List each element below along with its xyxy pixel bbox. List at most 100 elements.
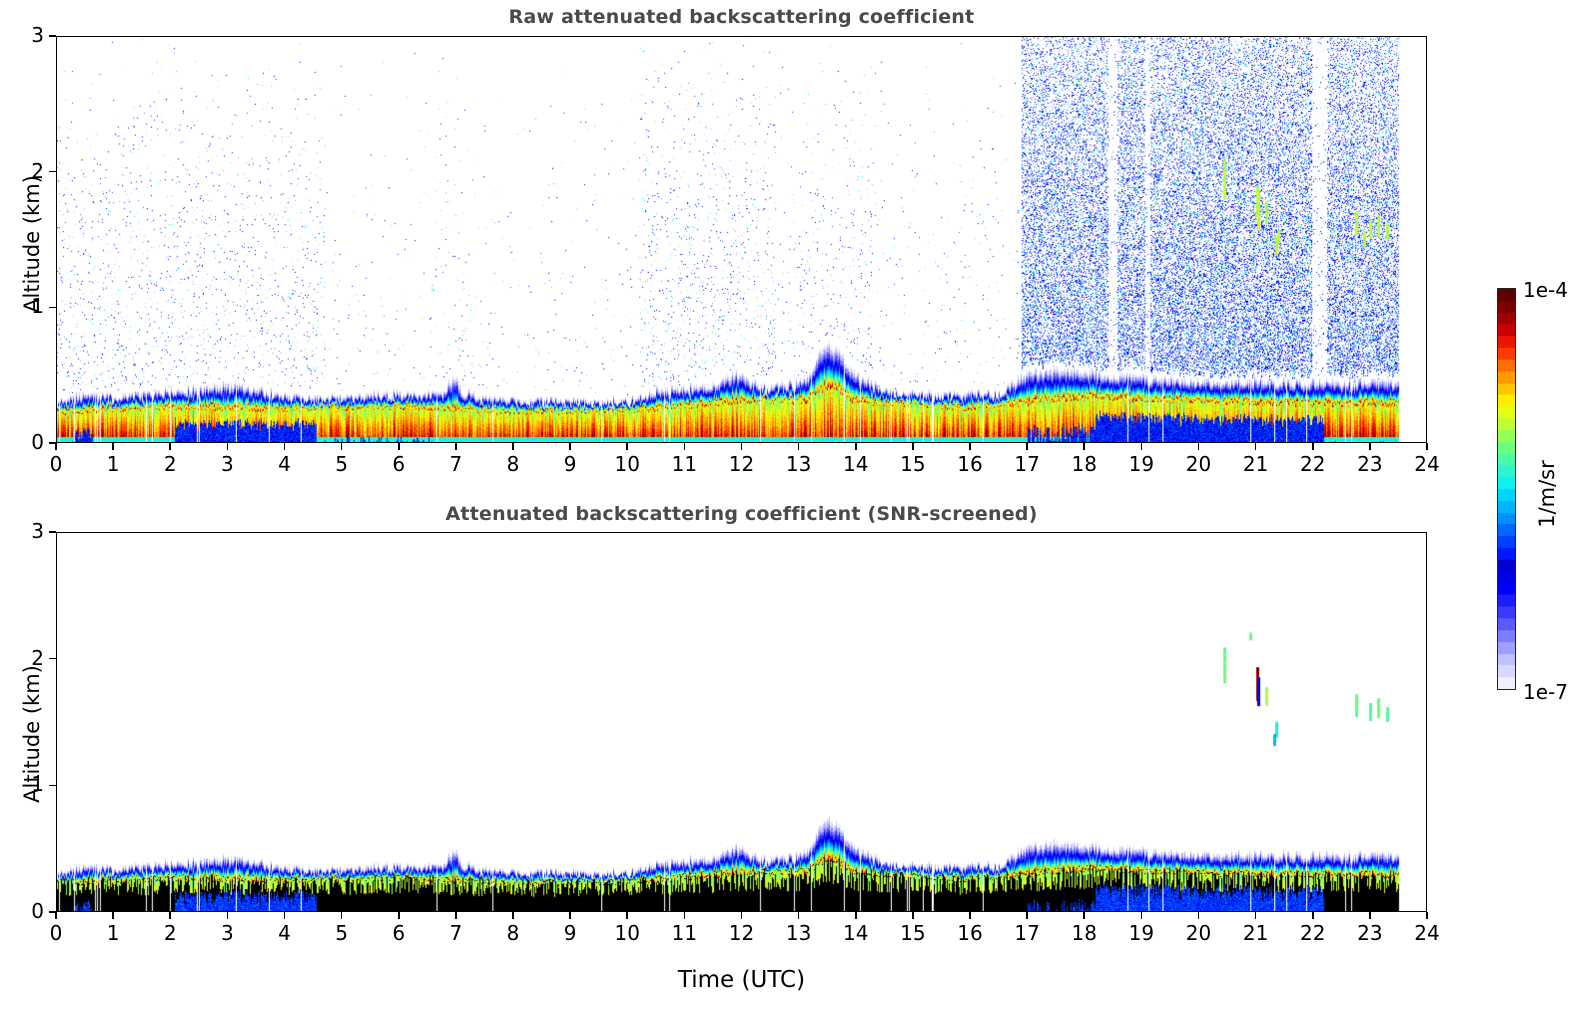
y-tick [49, 784, 56, 787]
x-tick-label: 11 [671, 921, 698, 945]
x-tick [854, 912, 857, 919]
x-tick-label: 9 [563, 452, 577, 476]
x-tick [169, 443, 172, 450]
x-tick [1311, 443, 1314, 450]
x-tick [112, 443, 114, 450]
x-tick [340, 443, 343, 450]
y-tick [49, 306, 56, 309]
y-tick [49, 657, 56, 660]
x-tick-label: 21 [1242, 452, 1269, 476]
x-tick-label: 3 [221, 921, 234, 945]
x-tick-label: 11 [671, 452, 698, 476]
panel-title-raw: Raw attenuated backscattering coefficien… [508, 6, 975, 28]
x-tick-label: 9 [563, 921, 577, 945]
x-tick [1254, 912, 1257, 919]
x-tick-label: 5 [335, 921, 348, 945]
x-tick-label: 14 [843, 921, 869, 945]
x-tick [340, 912, 343, 919]
x-tick-label: 1 [106, 452, 120, 476]
x-tick-label: 10 [614, 452, 640, 476]
x-tick [1083, 443, 1086, 450]
x-tick [797, 443, 800, 450]
x-tick [569, 912, 571, 919]
x-tick [1083, 912, 1086, 919]
x-tick-label: 17 [1014, 452, 1040, 476]
x-tick [1369, 912, 1371, 919]
x-tick-label: 5 [335, 452, 348, 476]
x-tick [969, 443, 971, 450]
x-tick-label: 4 [278, 921, 291, 945]
x-tick [740, 443, 743, 450]
x-tick [1311, 912, 1314, 919]
x-tick [226, 443, 229, 450]
x-tick-label: 10 [614, 921, 640, 945]
x-tick-label: 24 [1414, 452, 1440, 476]
x-tick [169, 912, 172, 919]
x-tick-label: 14 [843, 452, 869, 476]
x-tick-label: 6 [392, 921, 406, 945]
y-tick-label: 1 [31, 294, 44, 319]
x-tick [1140, 912, 1143, 919]
x-tick-label: 16 [957, 452, 983, 476]
x-tick [55, 912, 57, 919]
x-tick-label: 8 [506, 452, 520, 476]
y-tick-label: 2 [31, 645, 44, 670]
x-tick [1369, 443, 1371, 450]
x-tick [626, 443, 629, 450]
x-tick-label: 20 [1185, 921, 1212, 945]
colorbar-title: 1/m/sr [1535, 460, 1559, 528]
x-axis-label: Time (UTC) [677, 967, 806, 993]
x-tick-label: 12 [728, 921, 755, 945]
x-tick-label: 20 [1185, 452, 1212, 476]
y-tick [49, 442, 56, 444]
y-tick-label: 0 [31, 430, 44, 454]
x-tick [55, 443, 57, 450]
x-tick [512, 912, 514, 919]
heatmap-screened [57, 533, 1426, 911]
x-tick-label: 18 [1071, 921, 1097, 945]
x-tick [397, 443, 400, 450]
x-tick-label: 3 [221, 452, 234, 476]
x-tick-label: 22 [1300, 452, 1326, 476]
x-tick [1426, 443, 1428, 450]
x-tick [912, 912, 914, 919]
x-tick [112, 912, 114, 919]
x-tick-label: 0 [49, 452, 63, 476]
x-tick-label: 22 [1300, 921, 1326, 945]
x-tick [569, 443, 571, 450]
x-tick [1140, 443, 1143, 450]
colorbar-min-label: 1e-7 [1523, 680, 1568, 704]
x-tick [512, 443, 514, 450]
x-tick [1197, 912, 1200, 919]
x-tick-label: 8 [506, 921, 520, 945]
y-tick-label: 0 [31, 899, 44, 923]
x-tick [1254, 443, 1257, 450]
x-tick-label: 19 [1128, 921, 1155, 945]
x-tick [455, 912, 457, 919]
plot-area-screened[interactable] [56, 532, 1427, 912]
x-tick [1026, 443, 1028, 450]
x-tick-label: 15 [900, 452, 926, 476]
y-tick-label: 1 [31, 772, 44, 797]
x-tick-label: 13 [785, 452, 812, 476]
x-tick-label: 19 [1128, 452, 1155, 476]
x-tick-label: 7 [449, 921, 463, 945]
x-tick-label: 18 [1071, 452, 1097, 476]
x-tick-label: 21 [1242, 921, 1269, 945]
x-tick [683, 912, 686, 919]
colorbar-max-label: 1e-4 [1523, 278, 1568, 302]
colorbar[interactable] [1497, 288, 1516, 690]
x-tick-label: 4 [278, 452, 291, 476]
y-tick-label: 3 [31, 519, 44, 543]
x-tick [740, 912, 743, 919]
plot-area-raw[interactable] [56, 36, 1427, 443]
y-tick [49, 35, 56, 37]
x-tick [1197, 443, 1200, 450]
x-tick [912, 443, 914, 450]
x-tick-label: 15 [900, 921, 926, 945]
y-tick-label: 3 [31, 23, 44, 47]
y-tick [49, 170, 56, 173]
x-tick-label: 1 [106, 921, 120, 945]
x-tick [455, 443, 457, 450]
x-tick-label: 2 [163, 452, 177, 476]
